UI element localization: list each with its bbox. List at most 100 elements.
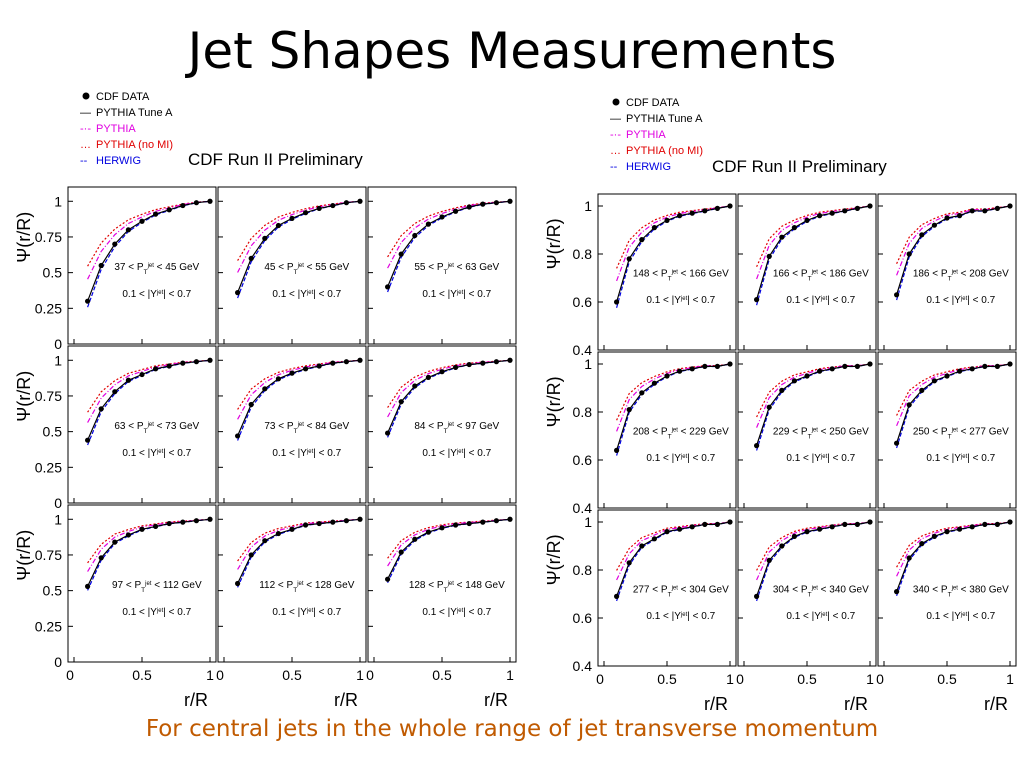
series-pythia-tune-a bbox=[387, 518, 511, 580]
data-point bbox=[829, 210, 835, 216]
series-pythia-tune-a bbox=[616, 521, 731, 597]
series-pythia-tune-a bbox=[616, 363, 731, 451]
data-point bbox=[289, 215, 295, 221]
slide-caption: For central jets in the whole range of j… bbox=[145, 716, 879, 742]
panel-pt-label: 97 < PTjet < 112 GeV bbox=[112, 580, 202, 594]
data-point bbox=[316, 205, 322, 212]
data-point bbox=[817, 526, 823, 532]
data-point bbox=[425, 374, 431, 380]
panel-eta-label: 0.1 < |Yjet| < 0.7 bbox=[122, 607, 191, 618]
data-point bbox=[398, 399, 404, 405]
series-pythia-tune-a bbox=[387, 359, 511, 434]
data-point bbox=[480, 201, 486, 207]
panel-pt-label: 166 < PTjet < 186 GeV bbox=[773, 269, 869, 283]
data-point bbox=[166, 207, 172, 213]
x-tick-label: 1 bbox=[356, 667, 364, 683]
x-axis-label: r/R bbox=[984, 694, 1008, 714]
y-tick-label: 1 bbox=[54, 193, 62, 209]
series-pythia-no-mi bbox=[756, 521, 871, 571]
data-point bbox=[207, 357, 213, 363]
data-point bbox=[507, 198, 513, 204]
data-point bbox=[480, 360, 486, 366]
panel-pt-label: 250 < PTjet < 277 GeV bbox=[913, 427, 1009, 441]
data-point bbox=[727, 203, 733, 209]
panel-pt-label: 128 < PTjet < 148 GeV bbox=[409, 580, 505, 594]
x-axis-label: r/R bbox=[704, 694, 728, 714]
data-point bbox=[867, 361, 873, 367]
series-pythia-tune-a bbox=[87, 518, 211, 587]
panel-frame bbox=[367, 504, 517, 663]
y-tick-label: 0 bbox=[54, 495, 62, 511]
panel-pt-label: 55 < PTjet < 63 GeV bbox=[414, 262, 499, 276]
y-tick-label: 0.4 bbox=[573, 658, 593, 674]
panel-pt-label: 340 < PTjet < 380 GeV bbox=[913, 585, 1009, 599]
data-point bbox=[779, 234, 785, 240]
panel-eta-label: 0.1 < |Yjet| < 0.7 bbox=[422, 289, 491, 300]
data-point bbox=[85, 437, 91, 443]
data-point bbox=[112, 539, 118, 545]
data-point bbox=[982, 208, 988, 214]
data-point bbox=[754, 593, 760, 600]
data-point bbox=[398, 251, 404, 257]
panel-eta-label: 0.1 < |Yjet| < 0.7 bbox=[646, 295, 715, 306]
data-point bbox=[651, 225, 658, 231]
data-point bbox=[842, 521, 848, 528]
data-point bbox=[439, 369, 445, 375]
series-pythia-no-mi bbox=[896, 205, 1011, 264]
data-point bbox=[193, 200, 199, 206]
data-point bbox=[262, 386, 268, 392]
data-point bbox=[466, 361, 472, 368]
legend-line-sample: — bbox=[80, 107, 91, 119]
data-point bbox=[994, 521, 1001, 528]
data-point bbox=[1007, 361, 1013, 367]
data-point bbox=[702, 521, 708, 528]
panel-pt-label: 304 < PTjet < 340 GeV bbox=[773, 585, 869, 599]
data-point bbox=[289, 370, 295, 376]
series-pythia-tune-a bbox=[896, 521, 1011, 592]
data-point bbox=[779, 543, 785, 549]
data-point bbox=[689, 524, 695, 530]
legend-entry: PYTHIA Tune A bbox=[626, 113, 703, 125]
data-point bbox=[906, 555, 912, 561]
data-point bbox=[906, 251, 912, 257]
series-pythia-no-mi bbox=[387, 518, 511, 559]
series-pythia-no-mi bbox=[87, 359, 211, 413]
y-axis-label: Ψ(r/R) bbox=[14, 371, 34, 422]
y-tick-label: 0.5 bbox=[43, 424, 63, 440]
data-point bbox=[493, 518, 499, 524]
data-point bbox=[507, 357, 513, 363]
data-point bbox=[330, 202, 336, 209]
x-tick-label: 0 bbox=[66, 667, 74, 683]
legend-line-sample: -- bbox=[80, 155, 88, 167]
data-point bbox=[614, 447, 620, 453]
panel-eta-label: 0.1 < |Yjet| < 0.7 bbox=[786, 295, 855, 306]
series-pythia-tune-a bbox=[896, 363, 1011, 444]
data-point bbox=[677, 368, 683, 374]
series-pythia-no-mi bbox=[896, 521, 1011, 568]
series-pythia-tune-a bbox=[237, 200, 361, 293]
data-point bbox=[412, 383, 418, 389]
data-point bbox=[439, 214, 445, 220]
data-point bbox=[153, 523, 159, 530]
legend-entry: CDF DATA bbox=[626, 97, 680, 109]
data-point bbox=[957, 213, 963, 219]
data-point bbox=[854, 521, 861, 528]
data-point bbox=[842, 208, 848, 214]
panel-pt-label: 277 < PTjet < 304 GeV bbox=[633, 585, 729, 599]
data-point bbox=[894, 589, 900, 595]
legend-line-sample: -·- bbox=[80, 123, 91, 135]
panel-eta-label: 0.1 < |Yjet| < 0.7 bbox=[122, 289, 191, 300]
chart-title: CDF Run II Preliminary bbox=[188, 150, 363, 169]
x-tick-label: 1 bbox=[506, 667, 514, 683]
x-tick-label: 0 bbox=[216, 667, 224, 683]
data-point bbox=[982, 363, 988, 369]
data-point bbox=[702, 363, 708, 369]
panel-pt-label: 45 < PTjet < 55 GeV bbox=[264, 262, 349, 276]
series-pythia-tune-a bbox=[756, 205, 871, 300]
data-point bbox=[425, 221, 431, 227]
series-pythia bbox=[616, 363, 731, 432]
data-point bbox=[931, 533, 938, 540]
x-tick-label: 1 bbox=[206, 667, 214, 683]
y-tick-label: 0.8 bbox=[573, 404, 593, 420]
